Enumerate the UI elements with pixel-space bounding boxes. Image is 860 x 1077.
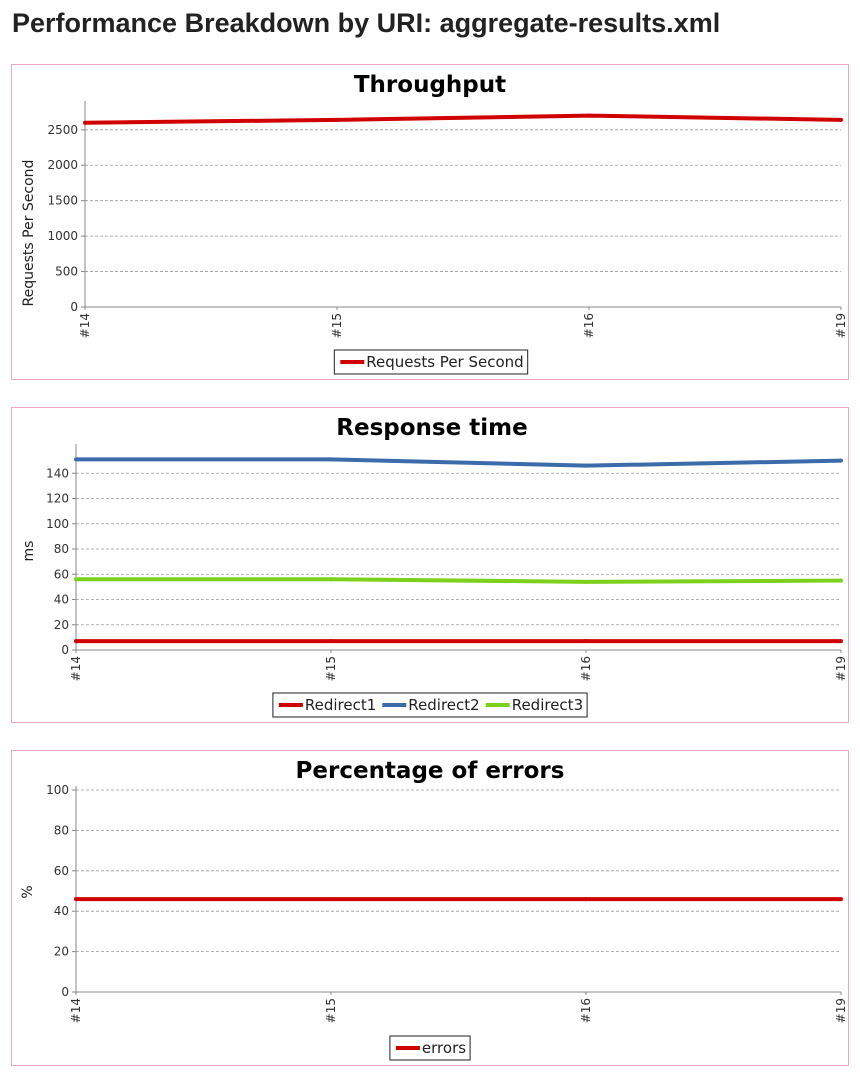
data-point: [587, 113, 591, 118]
data-point: [74, 577, 78, 582]
x-tick-label: #19: [834, 656, 848, 681]
y-tick-label: 80: [54, 542, 69, 556]
throughput-plot: Throughput Requests Per Second 0 500 1000 1…: [21, 72, 848, 375]
series-line-requests-per-second: [84, 113, 842, 125]
data-point: [74, 897, 78, 902]
chart-title: Percentage of errors: [296, 758, 565, 784]
y-tick-label: 60: [54, 864, 69, 878]
page-title: Performance Breakdown by URI: aggregate-…: [12, 8, 721, 38]
errors-chart: Percentage of errors % 0 20 40 60 80 100 #14 #1…: [11, 750, 849, 1066]
y-tick-label: 2000: [47, 158, 78, 172]
y-axis-label: ms: [21, 541, 37, 562]
data-point: [329, 897, 333, 902]
y-tick-label: 100: [46, 783, 69, 797]
x-tick-label: #14: [69, 998, 83, 1023]
x-tick-label: #19: [834, 313, 848, 338]
y-tick-label: 120: [46, 492, 69, 506]
data-point: [329, 457, 333, 462]
y-tick-label: 0: [61, 985, 69, 999]
data-point: [74, 639, 78, 644]
y-axis-label: Requests Per Second: [21, 160, 37, 307]
response-time-plot: Response time ms 0 20 40 60 80 100 120 140 #14 #1…: [21, 415, 848, 718]
legend-label: Requests Per Second: [366, 353, 523, 371]
legend-label: Redirect3: [512, 696, 583, 714]
y-tick-label: 40: [54, 904, 69, 918]
x-tick-label: #14: [69, 656, 83, 681]
y-tick-label: 0: [70, 300, 78, 314]
y-tick-label: 0: [61, 643, 69, 657]
y-tick-label: 500: [55, 265, 78, 279]
data-point: [839, 117, 843, 122]
response-time-chart: Response time ms 0 20 40 60 80 100 120 140 #14 #1…: [11, 407, 849, 723]
legend-label: Redirect2: [408, 696, 479, 714]
x-tick-label: #14: [78, 313, 92, 338]
throughput-chart: Throughput Requests Per Second 0 500 1000 1…: [11, 64, 849, 380]
y-tick-label: 40: [54, 593, 69, 607]
data-point: [584, 897, 588, 902]
y-tick-label: 140: [46, 466, 69, 480]
legend-label: Redirect1: [305, 696, 376, 714]
series-line-redirect2: [76, 457, 842, 468]
data-point: [329, 577, 333, 582]
x-tick-label: #16: [579, 998, 593, 1023]
y-tick-label: 1000: [47, 229, 78, 243]
legend: [272, 692, 588, 718]
data-point: [839, 639, 843, 644]
y-tick-label: 1500: [47, 194, 78, 208]
data-point: [839, 578, 843, 583]
legend: [333, 349, 529, 375]
x-tick-label: #19: [834, 998, 848, 1023]
data-point: [335, 117, 339, 122]
data-point: [839, 897, 843, 902]
data-point: [83, 120, 87, 125]
y-tick-label: 80: [54, 823, 69, 837]
y-tick-label: 20: [54, 945, 69, 959]
y-tick-label: 2500: [47, 123, 78, 137]
data-point: [839, 458, 843, 463]
x-tick-label: #15: [324, 656, 338, 681]
x-tick-label: #15: [330, 313, 344, 338]
chart-title: Throughput: [354, 72, 506, 98]
data-point: [584, 639, 588, 644]
data-point: [74, 457, 78, 462]
y-tick-label: 100: [46, 517, 69, 531]
x-tick-label: #15: [324, 998, 338, 1023]
errors-plot: Percentage of errors % 0 20 40 60 80 100 #14 #1…: [20, 758, 848, 1061]
x-tick-label: #16: [582, 313, 596, 338]
series-line-redirect3: [76, 577, 842, 584]
y-tick-label: 20: [54, 618, 69, 632]
legend-label: errors: [422, 1039, 466, 1057]
data-point: [584, 463, 588, 468]
y-tick-label: 60: [54, 567, 69, 581]
data-point: [329, 639, 333, 644]
x-tick-label: #16: [579, 656, 593, 681]
chart-title: Response time: [336, 415, 527, 441]
data-point: [584, 579, 588, 584]
y-axis-label: %: [20, 885, 36, 898]
